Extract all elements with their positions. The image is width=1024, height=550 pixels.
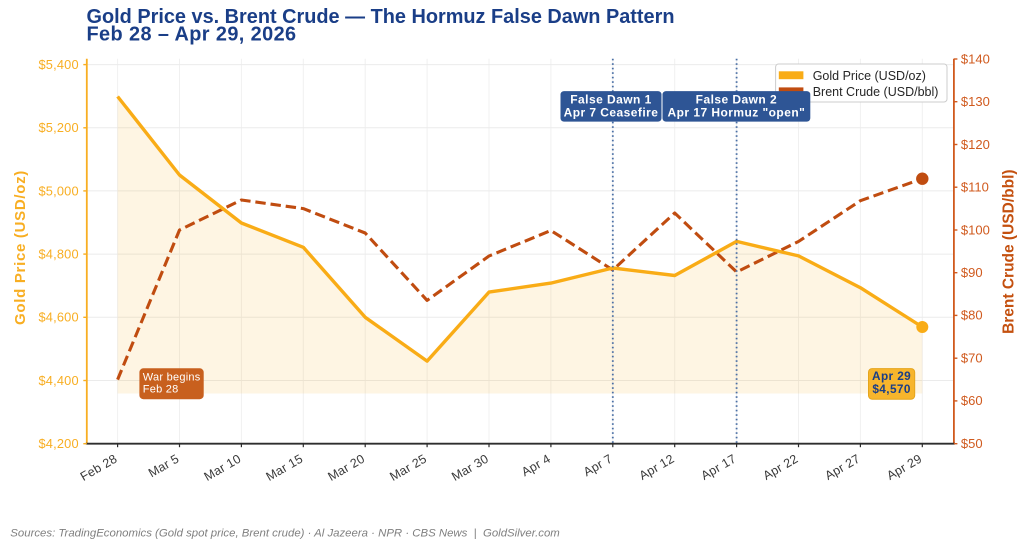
svg-text:$80: $80	[961, 308, 983, 323]
svg-text:$5,000: $5,000	[38, 183, 78, 198]
svg-text:Mar 5: Mar 5	[146, 452, 182, 481]
svg-text:$5,200: $5,200	[38, 120, 78, 135]
svg-text:Brent Crude (USD/bbl): Brent Crude (USD/bbl)	[1001, 169, 1018, 333]
svg-text:Feb 28: Feb 28	[78, 452, 120, 484]
svg-text:Apr 22: Apr 22	[761, 452, 801, 483]
svg-text:$50: $50	[961, 436, 983, 451]
svg-text:$4,600: $4,600	[38, 310, 78, 325]
svg-text:$60: $60	[961, 393, 983, 408]
svg-text:Mar 15: Mar 15	[264, 452, 306, 484]
svg-text:Apr 7: Apr 7	[581, 452, 615, 480]
svg-text:Sources: TradingEconomics (Gol: Sources: TradingEconomics (Gold spot pri…	[10, 528, 559, 540]
svg-text:False Dawn 2: False Dawn 2	[696, 92, 777, 106]
svg-text:Apr 29: Apr 29	[872, 369, 911, 383]
svg-text:Brent Crude (USD/bbl): Brent Crude (USD/bbl)	[813, 85, 939, 99]
svg-text:War begins: War begins	[143, 372, 201, 384]
svg-text:$4,200: $4,200	[38, 436, 78, 451]
svg-text:Apr 29: Apr 29	[884, 452, 924, 483]
svg-text:Mar 30: Mar 30	[449, 452, 491, 484]
svg-text:$110: $110	[961, 180, 989, 195]
svg-text:$4,570: $4,570	[872, 382, 911, 396]
svg-text:Apr 17: Apr 17	[699, 452, 739, 483]
svg-text:Gold Price (USD/oz): Gold Price (USD/oz)	[813, 69, 926, 83]
svg-text:Feb 28 – Apr 29, 2026: Feb 28 – Apr 29, 2026	[87, 24, 297, 46]
svg-text:Apr 4: Apr 4	[519, 452, 553, 480]
svg-text:Apr 7 Ceasefire: Apr 7 Ceasefire	[564, 106, 659, 120]
svg-text:$70: $70	[961, 351, 983, 366]
svg-text:Apr 17 Hormuz "open": Apr 17 Hormuz "open"	[668, 106, 806, 120]
svg-text:$120: $120	[961, 137, 990, 152]
svg-text:Mar 20: Mar 20	[325, 452, 367, 484]
svg-text:Gold Price (USD/oz): Gold Price (USD/oz)	[12, 170, 29, 325]
svg-text:False Dawn 1: False Dawn 1	[570, 92, 651, 106]
svg-text:$100: $100	[961, 222, 990, 237]
svg-text:$4,800: $4,800	[38, 247, 78, 262]
svg-text:Apr 12: Apr 12	[637, 452, 677, 483]
svg-text:$5,400: $5,400	[38, 57, 78, 72]
svg-text:Mar 10: Mar 10	[202, 452, 244, 484]
svg-text:$140: $140	[961, 51, 990, 66]
svg-text:Mar 25: Mar 25	[387, 452, 429, 484]
svg-text:Gold Price vs. Brent Crude — T: Gold Price vs. Brent Crude — The Hormuz …	[87, 6, 675, 28]
svg-text:Feb 28: Feb 28	[143, 384, 179, 396]
svg-text:Apr 27: Apr 27	[822, 452, 862, 483]
svg-text:$90: $90	[961, 265, 983, 280]
svg-text:$130: $130	[961, 94, 990, 109]
svg-text:$4,400: $4,400	[38, 373, 78, 388]
